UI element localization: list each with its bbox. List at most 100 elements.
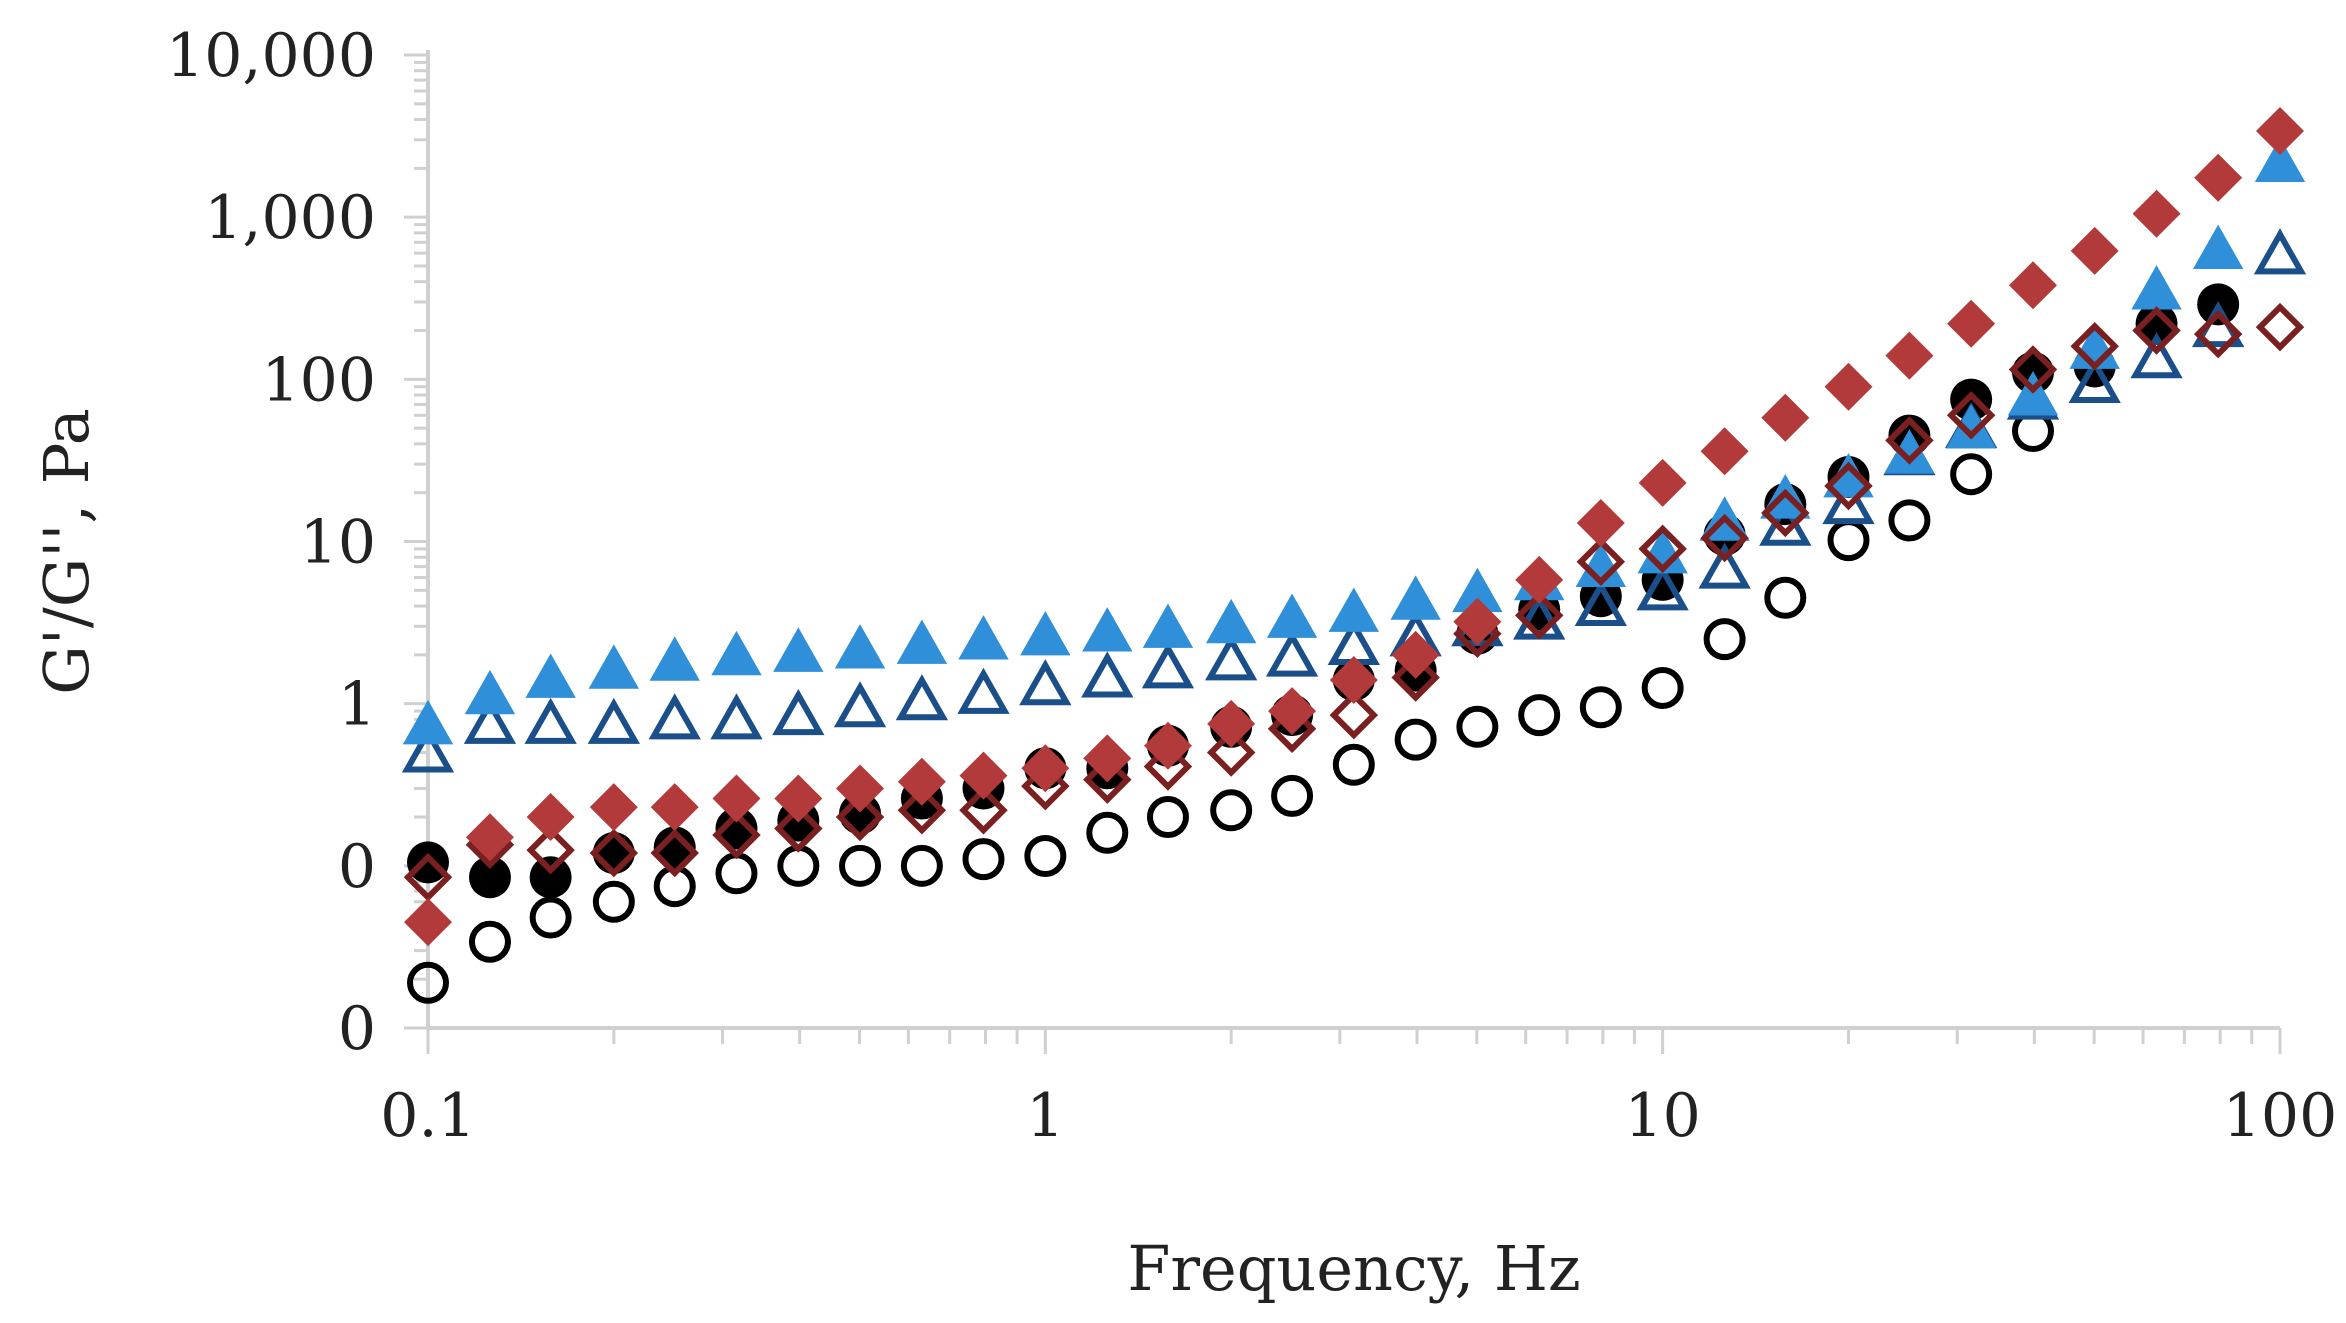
diamond-filled-marker [2070, 226, 2119, 275]
circle-open-marker [1086, 811, 1129, 854]
diamond-filled-marker [1143, 721, 1192, 770]
diamond-open-marker [712, 810, 761, 860]
triangle-open-marker [2253, 228, 2307, 275]
data-markers [401, 106, 2307, 1004]
diamond-open-marker [1206, 728, 1256, 777]
circle-filled-marker [653, 826, 696, 869]
y-axis-title: G'/G'', Pa [30, 408, 103, 694]
y-tick-label: 1 [338, 670, 376, 740]
circle-open-marker [1210, 789, 1253, 832]
circle-filled-marker [407, 841, 449, 884]
diamond-open-marker [1514, 591, 1564, 640]
y-tick-label: 1,000 [204, 183, 376, 253]
diamond-filled-marker [1700, 427, 1749, 476]
triangle-filled-marker [1082, 607, 1133, 652]
triangle-open-marker [1205, 634, 1258, 681]
triangle-filled-marker [711, 630, 762, 676]
diamond-filled-marker [2132, 189, 2181, 238]
diamond-open-marker [1885, 416, 1934, 465]
diamond-filled-marker [1207, 699, 1256, 748]
circle-open-marker [1394, 718, 1437, 761]
circle-open-marker [715, 852, 758, 895]
triangle-open-marker [1822, 478, 1875, 525]
diamond-filled-marker [1083, 734, 1132, 783]
triangle-open-marker [1574, 579, 1627, 627]
y-tick-label: 0 [338, 832, 376, 902]
x-tick-label: 100 [2223, 1081, 2338, 1151]
triangle-open-marker [2130, 332, 2183, 379]
circle-open-marker [468, 920, 511, 963]
diamond-open-marker [2008, 345, 2058, 394]
diamond-open-marker [2132, 306, 2181, 355]
diamond-open-marker [1083, 755, 1132, 804]
circle-filled-marker [715, 807, 758, 850]
circle-open-marker [1888, 499, 1931, 542]
circle-filled-marker [468, 856, 511, 899]
diamond-open-marker [1329, 690, 1379, 740]
diamond-filled-marker [404, 898, 452, 947]
triangle-filled-marker [834, 624, 886, 669]
diamond-open-marker [1267, 704, 1317, 754]
diamond-open-marker [1824, 461, 1873, 511]
circle-open-marker [1024, 834, 1067, 877]
x-tick-label: 10 [1624, 1081, 1700, 1151]
circle-filled-marker [1950, 378, 1993, 421]
triangle-filled-marker [1452, 567, 1503, 613]
triangle-open-marker [1698, 542, 1751, 589]
circle-open-marker [1271, 774, 1314, 817]
diamond-open-marker [2255, 302, 2305, 352]
triangle-open-marker [524, 697, 577, 744]
diamond-filled-marker [1515, 555, 1564, 604]
triangle-open-marker [2068, 356, 2121, 403]
triangle-filled-marker [1945, 404, 1997, 449]
diamond-filled-marker [2008, 261, 2057, 310]
diamond-open-marker [650, 828, 699, 878]
triangle-filled-marker [1205, 598, 1257, 644]
triangle-open-marker [401, 726, 455, 773]
diamond-filled-marker [959, 751, 1008, 800]
diamond-filled-marker [774, 774, 823, 823]
triangle-open-marker [710, 693, 763, 740]
triangle-filled-marker [1020, 611, 1071, 656]
x-tick-label: 0.1 [380, 1081, 475, 1151]
diamond-filled-marker [1329, 655, 1378, 704]
y-tick-label: 10,000 [166, 21, 376, 91]
circle-open-marker [407, 961, 449, 1004]
triangle-filled-marker [525, 653, 576, 698]
triangle-open-marker [895, 674, 949, 721]
triangle-filled-marker [2254, 137, 2306, 183]
diamond-open-marker [1021, 761, 1070, 811]
triangle-filled-marker [588, 644, 640, 689]
diamond-filled-marker [526, 793, 575, 842]
diamond-filled-marker [1021, 744, 1070, 793]
diamond-open-marker [589, 828, 639, 878]
diamond-open-marker [1700, 513, 1749, 563]
triangle-open-marker [648, 693, 701, 740]
x-tick-label: 1 [1026, 1081, 1064, 1151]
circle-open-marker [962, 838, 1005, 881]
triangle-open-marker [833, 681, 887, 728]
circle-open-marker [1950, 453, 1993, 496]
triangle-open-marker [957, 667, 1010, 714]
triangle-filled-marker [2192, 224, 2244, 269]
y-tick-label: 0 [338, 994, 376, 1064]
diamond-filled-marker [1391, 630, 1440, 679]
triangle-filled-marker [1266, 593, 1318, 638]
diamond-filled-marker [836, 764, 885, 813]
triangle-open-marker [1019, 659, 1072, 706]
diamond-open-marker [526, 825, 575, 875]
circle-open-marker [529, 896, 572, 939]
circle-open-marker [1146, 796, 1189, 839]
circle-open-marker [1579, 686, 1622, 729]
diamond-filled-marker [465, 813, 514, 862]
triangle-filled-marker [958, 615, 1009, 660]
triangle-filled-marker [773, 627, 824, 672]
triangle-filled-marker [1142, 603, 1194, 648]
triangle-open-marker [1081, 651, 1134, 698]
diamond-open-marker [2070, 321, 2119, 371]
triangle-open-marker [587, 697, 640, 744]
axes [426, 50, 2280, 1030]
y-tick-label: 10 [300, 508, 376, 578]
diamond-open-marker [1576, 537, 1626, 587]
